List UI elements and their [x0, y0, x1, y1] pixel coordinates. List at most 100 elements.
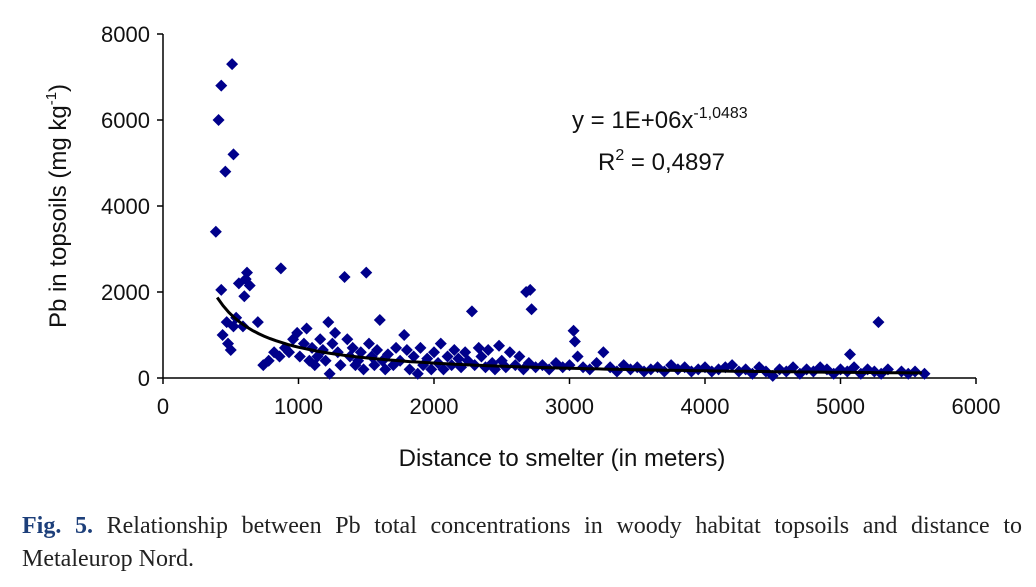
data-point: [226, 58, 239, 71]
data-point: [403, 363, 416, 376]
x-tick-label: 6000: [952, 394, 1001, 419]
data-point: [354, 346, 367, 359]
data-point: [329, 326, 342, 339]
x-tick-label: 4000: [681, 394, 730, 419]
data-markers: [209, 58, 931, 382]
data-point: [787, 361, 800, 374]
r-squared-label: R: [598, 149, 615, 176]
tick-labels: 0 1000 2000 3000 4000 5000 6000 0 2000 4000 6000 80…: [101, 22, 1000, 419]
data-point: [322, 316, 335, 329]
data-point: [215, 283, 228, 296]
x-tick-label: 3000: [545, 394, 594, 419]
axes: [157, 33, 977, 384]
y-axis-title-superscript: -1: [43, 92, 60, 105]
figure-caption-text: Relationship between Pb total concentrat…: [22, 513, 1022, 572]
data-point: [319, 354, 332, 367]
data-point: [503, 346, 516, 359]
data-point: [338, 270, 351, 283]
data-point: [357, 363, 370, 376]
data-point: [241, 266, 254, 279]
data-point: [300, 322, 313, 335]
data-point: [590, 356, 603, 369]
x-tick-label: 1000: [274, 394, 323, 419]
data-point: [368, 359, 381, 372]
trendline: [215, 296, 922, 375]
y-tick-label: 6000: [101, 108, 150, 133]
x-tick-label: 0: [157, 394, 169, 419]
data-point: [293, 350, 306, 363]
r-squared-value: = 0,4897: [624, 149, 725, 176]
data-point: [843, 348, 856, 361]
r-squared-superscript: 2: [615, 147, 624, 164]
data-point: [219, 165, 232, 178]
data-point: [525, 303, 538, 316]
y-axis-title-end: ): [45, 84, 72, 92]
data-point: [434, 337, 447, 350]
data-point: [209, 225, 222, 238]
data-point: [726, 359, 739, 372]
x-tick-label: 5000: [816, 394, 865, 419]
trend-equation: y = 1E+06x-1,0483: [572, 105, 748, 134]
data-point: [571, 350, 584, 363]
data-point: [398, 329, 411, 341]
data-point: [437, 363, 450, 376]
figure-label: Fig. 5.: [22, 513, 93, 539]
data-point: [407, 350, 420, 363]
data-point: [448, 344, 461, 357]
y-tick-label: 0: [138, 366, 150, 391]
data-point: [567, 324, 580, 337]
y-tick-label: 2000: [101, 280, 150, 305]
data-point: [848, 361, 861, 374]
data-point: [346, 341, 359, 354]
trend-equation-main: y = 1E+06x: [572, 107, 693, 134]
r-squared: R2 = 0,4897: [598, 147, 725, 176]
data-point: [323, 367, 336, 380]
data-point: [493, 339, 506, 352]
figure-caption: Fig. 5. Relationship between Pb total co…: [22, 510, 1022, 576]
data-point: [428, 346, 440, 359]
data-point: [475, 350, 488, 363]
data-point: [371, 344, 384, 357]
data-point: [283, 346, 296, 359]
data-point: [441, 350, 454, 363]
data-point: [872, 316, 885, 329]
data-point: [360, 266, 373, 279]
data-point: [373, 313, 386, 326]
x-axis-title: Distance to smelter (in meters): [399, 445, 726, 472]
data-point: [482, 344, 495, 357]
data-point: [326, 337, 339, 350]
data-point: [341, 333, 354, 346]
data-point: [390, 341, 403, 354]
y-tick-label: 8000: [101, 22, 150, 47]
data-point: [243, 279, 256, 292]
data-point: [262, 354, 275, 367]
data-point: [212, 114, 225, 126]
trend-equation-exponent: -1,0483: [693, 105, 747, 122]
data-point: [334, 359, 347, 372]
data-point: [918, 367, 931, 380]
data-point: [215, 79, 228, 92]
data-point: [513, 350, 526, 363]
data-point: [465, 305, 478, 318]
data-point: [524, 283, 537, 296]
y-axis-title-main: Pb in topsoils (mg kg: [45, 105, 72, 328]
data-point: [314, 333, 327, 346]
x-tick-label: 2000: [410, 394, 459, 419]
data-point: [362, 337, 375, 350]
data-point: [379, 363, 392, 376]
scatter-chart: 0 1000 2000 3000 4000 5000 6000 0 2000 4000 6000 80…: [43, 22, 1000, 472]
data-point: [381, 348, 394, 361]
data-point: [224, 344, 237, 357]
y-tick-label: 4000: [101, 194, 150, 219]
data-point: [411, 367, 424, 380]
data-point: [227, 148, 240, 161]
data-point: [425, 363, 438, 376]
data-point: [273, 350, 286, 363]
data-point: [216, 329, 229, 341]
chart-area: 0 1000 2000 3000 4000 5000 6000 0 2000 4000 6000 80…: [43, 22, 1000, 472]
data-point: [414, 341, 427, 354]
data-point: [597, 346, 610, 359]
data-point: [274, 262, 287, 275]
data-point: [251, 316, 264, 329]
data-point: [568, 335, 581, 348]
